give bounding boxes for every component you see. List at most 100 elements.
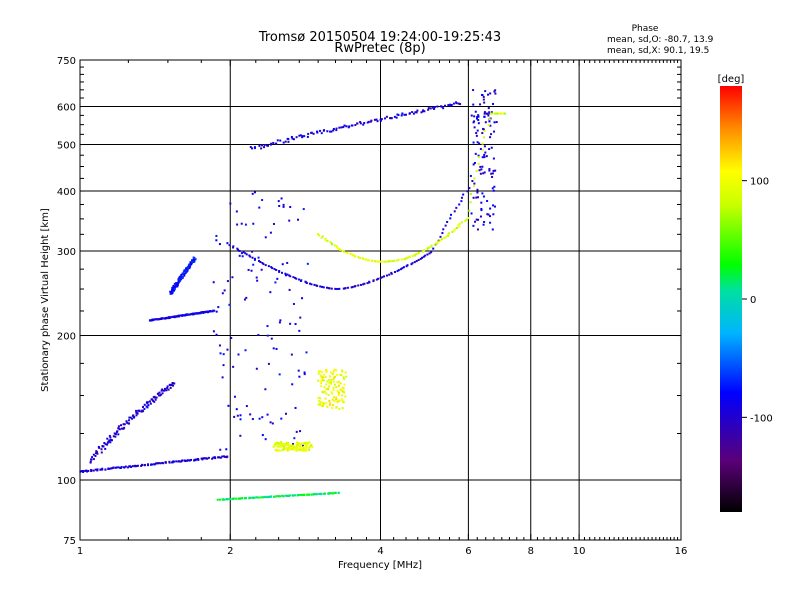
echo-point	[285, 444, 288, 447]
echo-point	[294, 323, 297, 326]
echo-point	[341, 399, 344, 402]
echo-point	[341, 407, 344, 410]
echo-point	[340, 126, 343, 129]
echo-point	[157, 462, 160, 465]
echo-point	[159, 394, 162, 397]
echo-point	[108, 467, 111, 470]
echo-point	[413, 261, 416, 264]
echo-point	[432, 247, 435, 250]
echo-point	[183, 272, 186, 275]
echo-point	[450, 103, 453, 106]
echo-point	[151, 398, 154, 401]
echo-point	[464, 220, 467, 223]
echo-point	[307, 132, 310, 135]
echo-point	[100, 448, 103, 451]
echo-point	[376, 120, 379, 123]
echo-point	[474, 110, 477, 113]
echo-point	[383, 275, 386, 278]
echo-point	[436, 105, 439, 108]
echo-point	[279, 319, 282, 322]
echo-point	[330, 243, 333, 246]
echo-point	[281, 445, 284, 448]
echo-point	[458, 225, 461, 228]
echo-point	[232, 246, 235, 249]
echo-point	[330, 242, 333, 245]
echo-point	[92, 458, 95, 461]
echo-point	[279, 449, 282, 452]
echo-point	[473, 182, 476, 185]
echo-point	[276, 277, 279, 280]
echo-point	[172, 460, 175, 463]
echo-point	[451, 230, 454, 233]
echo-point	[282, 446, 285, 449]
echo-point	[251, 418, 254, 421]
echo-point	[260, 147, 263, 150]
y-tick-label: 500	[57, 141, 76, 152]
echo-point	[493, 121, 496, 124]
echo-point	[319, 397, 322, 400]
echo-point	[414, 111, 417, 114]
echo-point	[493, 185, 496, 188]
echo-point	[437, 240, 440, 243]
echo-point	[332, 370, 335, 373]
echo-point	[241, 255, 244, 258]
echo-point	[482, 195, 485, 198]
echo-point	[238, 249, 241, 252]
echo-point	[261, 262, 264, 265]
echo-point	[285, 441, 288, 444]
echo-point	[476, 191, 479, 194]
echo-point	[423, 249, 426, 252]
echo-point	[328, 399, 331, 402]
echo-point	[255, 496, 258, 499]
echo-point	[337, 400, 340, 403]
echo-point	[475, 117, 478, 120]
echo-point	[100, 451, 103, 454]
echo-point	[286, 494, 289, 497]
echo-point	[181, 314, 184, 317]
echo-point	[324, 376, 327, 379]
echo-point	[278, 442, 281, 445]
x-tick-label: 2	[227, 546, 233, 557]
echo-point	[459, 103, 462, 106]
echo-point	[128, 422, 131, 425]
echo-point	[236, 414, 239, 417]
echo-point	[369, 120, 372, 123]
echo-point	[252, 263, 255, 266]
echo-point	[269, 231, 272, 234]
echo-point	[247, 268, 250, 271]
echo-point	[291, 445, 294, 448]
echo-point	[255, 276, 258, 279]
echo-point	[343, 378, 346, 381]
echo-point	[245, 405, 248, 408]
echo-point	[333, 244, 336, 247]
echo-point	[236, 223, 239, 226]
echo-point	[460, 221, 463, 224]
echo-point	[327, 387, 330, 390]
echo-point	[161, 388, 164, 391]
echo-point	[359, 283, 362, 286]
echo-point	[233, 415, 236, 418]
echo-point	[357, 256, 360, 259]
echo-point	[244, 252, 247, 255]
echo-point	[339, 373, 342, 376]
echo-point	[156, 462, 159, 465]
echo-point	[299, 449, 302, 452]
echo-point	[483, 101, 486, 104]
echo-point	[294, 276, 297, 279]
echo-point	[327, 394, 330, 397]
echo-point	[271, 267, 274, 270]
colorbar-tick-label: 100	[750, 177, 769, 188]
echo-point	[467, 217, 470, 220]
echo-point	[120, 424, 123, 427]
echo-point	[331, 392, 334, 395]
echo-point	[469, 174, 472, 177]
echo-point	[310, 443, 313, 446]
echo-point	[322, 286, 325, 289]
echo-point	[228, 303, 231, 306]
echo-point	[107, 440, 110, 443]
echo-point	[216, 498, 219, 501]
echo-point	[114, 432, 117, 435]
echo-point	[222, 455, 225, 458]
echo-point	[321, 405, 324, 408]
echo-point	[245, 253, 248, 256]
